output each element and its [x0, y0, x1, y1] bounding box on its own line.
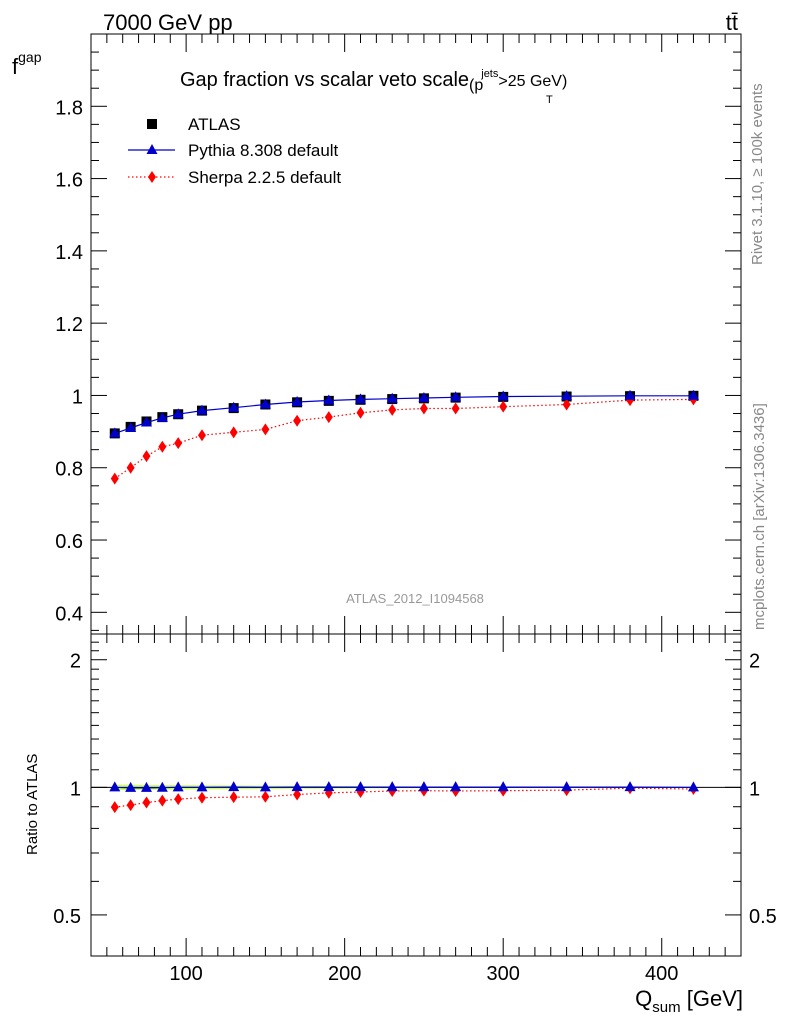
ratio-pythia-8-308-default-point — [450, 781, 462, 792]
analysis-watermark: ATLAS_2012_I1094568 — [346, 591, 484, 606]
chart-title: Gap fraction vs scalar veto scale(pjets>… — [180, 68, 567, 94]
main-sherpa-2-2-5-default-line — [114, 398, 694, 480]
ratio-tick-label-right: 0.5 — [749, 906, 777, 928]
main-sherpa-2-2-5-default-point — [499, 400, 508, 413]
legend-marker-pythia-8-308-default — [146, 144, 158, 154]
main-sherpa-2-2-5-default-point — [261, 423, 270, 436]
ratio-pythia-8-308-default-point — [386, 781, 398, 792]
main-pythia-8-308-default-point — [228, 401, 240, 412]
ratio-sherpa-2-2-5-default-point — [110, 801, 119, 814]
ratio-sherpa-2-2-5-default-point — [142, 796, 151, 809]
ratio-sherpa-2-2-5-default-point — [126, 799, 135, 812]
main-pythia-8-308-default-point — [291, 395, 303, 406]
ratio-pythia-8-308-default-point — [156, 781, 168, 792]
main-sherpa-2-2-5-default-point — [356, 406, 365, 419]
ratio-pythia-8-308-default-point — [355, 781, 367, 792]
ratio-pythia-8-308-default-point — [418, 781, 430, 792]
main-sherpa-2-2-5-default-point — [229, 426, 238, 439]
main-pythia-8-308-default-point — [196, 404, 208, 415]
main-pythia-8-308-default-point — [125, 421, 137, 432]
legend: ATLAS Pythia 8.308 default Sherpa 2.2.5 de… — [128, 115, 341, 187]
y-axis-label: fgap — [12, 49, 42, 79]
y-tick-label: 1.4 — [55, 242, 83, 264]
x-tick-label: 100 — [169, 963, 202, 985]
ratio-tick-label: 2 — [70, 651, 81, 673]
main-sherpa-2-2-5-default-point — [158, 440, 167, 453]
ratio-pythia-8-308-default-point — [497, 781, 509, 792]
main-sherpa-2-2-5-default-point — [324, 411, 333, 424]
ratio-sherpa-2-2-5-default-point — [197, 791, 206, 804]
y-tick-label: 0.6 — [55, 531, 83, 553]
ratio-sherpa-2-2-5-default-point — [229, 791, 238, 804]
main-pythia-8-308-default-point — [561, 390, 573, 401]
main-pythia-8-308-default-point — [497, 390, 509, 401]
ratio-pythia-8-308-default-point — [140, 781, 152, 792]
main-sherpa-2-2-5-default-point — [562, 398, 571, 411]
main-pythia-8-308-default-point — [418, 391, 430, 402]
legend-label-pythia-8-308-default: Pythia 8.308 default — [188, 141, 339, 160]
x-tick-label: 300 — [487, 963, 520, 985]
main-sherpa-2-2-5-default-point — [126, 461, 135, 474]
main-sherpa-2-2-5-default-point — [451, 402, 460, 415]
ratio-sherpa-2-2-5-default-point — [261, 790, 270, 803]
ratio-tick-label: 1 — [70, 778, 81, 800]
main-pythia-8-308-default-point — [386, 392, 398, 403]
main-sherpa-2-2-5-default-point — [110, 472, 119, 485]
legend-label-atlas: ATLAS — [188, 115, 241, 134]
main-pythia-8-308-default-point — [140, 416, 152, 427]
main-pythia-8-308-default-point — [109, 427, 121, 438]
ratio-pythia-8-308-default-point — [109, 781, 121, 792]
main-sherpa-2-2-5-default-point — [174, 437, 183, 450]
main-pythia-8-308-default-point — [323, 394, 335, 405]
ratio-plot-frame — [90, 633, 742, 957]
ratio-sherpa-2-2-5-default-point — [293, 788, 302, 801]
main-pythia-8-308-default-point — [355, 393, 367, 404]
rivet-label: Rivet 3.1.10, ≥ 100k events — [749, 83, 766, 265]
process-label: tt̄ — [726, 10, 738, 35]
y-tick-label: 1.8 — [55, 97, 83, 119]
x-tick-label: 400 — [645, 963, 678, 985]
main-sherpa-2-2-5-default-point — [419, 402, 428, 415]
ratio-pythia-8-308-default-point — [172, 781, 184, 792]
ratio-pythia-8-308-default-point — [196, 781, 208, 792]
ratio-y-axis-label: Ratio to ATLAS — [24, 754, 41, 855]
ratio-pythia-8-308-default-point — [259, 781, 271, 792]
ratio-tick-label: 0.5 — [53, 906, 81, 928]
ratio-pythia-8-308-default-point — [687, 781, 699, 792]
y-tick-label: 0.4 — [55, 603, 83, 625]
main-pythia-8-308-default-point — [687, 389, 699, 400]
ratio-sherpa-2-2-5-default-point — [158, 794, 167, 807]
ratio-tick-label-right: 1 — [749, 778, 760, 800]
ratio-pythia-8-308-default-point — [624, 781, 636, 792]
main-sherpa-2-2-5-default-point — [142, 450, 151, 463]
x-tick-label: 200 — [328, 963, 361, 985]
main-pythia-8-308-default-point — [624, 389, 636, 400]
y-tick-label: 1.6 — [55, 170, 83, 192]
mcplots-label: mcplots.cern.ch [arXiv:1306.3436] — [751, 403, 768, 630]
main-sherpa-2-2-5-default-point — [388, 403, 397, 416]
ratio-sherpa-2-2-5-default-point — [174, 793, 183, 806]
legend-marker-atlas — [147, 119, 157, 129]
ratio-pythia-8-308-default-point — [291, 781, 303, 792]
ratio-pythia-8-308-default-point — [561, 781, 573, 792]
y-tick-label: 1.2 — [55, 314, 83, 336]
ratio-pythia-8-308-default-point — [323, 781, 335, 792]
main-pythia-8-308-default-point — [450, 391, 462, 402]
energy-label: 7000 GeV pp — [103, 10, 233, 35]
y-tick-label: 0.8 — [55, 459, 83, 481]
main-pythia-8-308-default-point — [172, 408, 184, 419]
main-sherpa-2-2-5-default-point — [293, 414, 302, 427]
legend-label-sherpa-2-2-5-default: Sherpa 2.2.5 default — [188, 168, 341, 187]
x-axis-label: Qsum [GeV] — [635, 986, 743, 1016]
legend-marker-sherpa-2-2-5-default — [148, 171, 156, 183]
y-tick-label: 1 — [72, 386, 83, 408]
main-pythia-8-308-default-point — [156, 411, 168, 422]
chart-title-subscript: T — [546, 94, 553, 106]
ratio-tick-label-right: 2 — [749, 651, 760, 673]
ratio-pythia-8-308-default-point — [125, 781, 137, 792]
ratio-pythia-8-308-default-point — [228, 781, 240, 792]
main-sherpa-2-2-5-default-point — [197, 429, 206, 442]
main-pythia-8-308-default-point — [259, 398, 271, 409]
